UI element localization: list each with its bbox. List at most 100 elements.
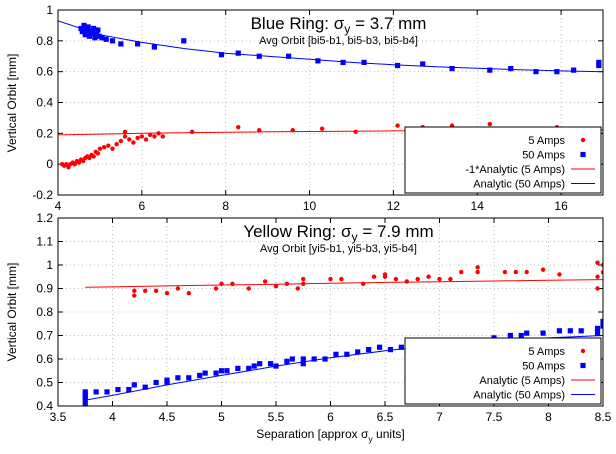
data-point: [355, 349, 361, 355]
x-tick-label: 5: [218, 410, 225, 424]
chart-subtitle: Avg Orbit [yi5-b1, yi5-b3, yi5-b4]: [260, 243, 417, 255]
data-point: [218, 368, 225, 374]
data-point: [301, 281, 306, 286]
data-point: [284, 358, 290, 364]
data-point: [333, 351, 339, 357]
data-point: [235, 50, 241, 56]
data-point: [257, 361, 263, 367]
data-point: [387, 347, 394, 353]
data-point: [213, 370, 219, 376]
data-point: [567, 328, 573, 334]
data-point: [284, 281, 290, 286]
data-point: [311, 356, 317, 362]
data-point: [600, 262, 603, 268]
data-point: [131, 382, 137, 388]
y-axis-label: Vertical Orbit [mm]: [5, 54, 19, 153]
data-point: [246, 365, 252, 371]
data-point: [393, 276, 399, 282]
data-point: [508, 65, 514, 72]
chart-subtitle: Avg Orbit [bi5-b1, bi5-b3, bi5-b4]: [259, 35, 418, 47]
data-point: [96, 33, 102, 39]
data-point: [594, 325, 601, 332]
data-point: [213, 286, 219, 291]
legend-box: [404, 337, 602, 405]
data-point: [507, 332, 513, 339]
data-point: [285, 53, 292, 59]
panel-yellow-ring: 0.4 0.5 0.6 0.7 0.8 0.9 1 1.1 1.2 3.5 4 4.5 5 5.5 6 6.5…: [5, 211, 612, 444]
data-point: [101, 145, 107, 150]
data-point: [202, 370, 208, 376]
data-point: [596, 62, 602, 69]
legend: 5 Amps 50 Amps Analytic (5 Amps) Analytic (…: [404, 337, 602, 405]
data-point: [148, 132, 153, 138]
data-point: [301, 276, 306, 282]
y-tick-label: 1: [46, 258, 53, 272]
data-point: [230, 281, 235, 286]
data-point: [132, 293, 137, 298]
data-point: [79, 28, 85, 35]
data-point: [82, 401, 88, 406]
data-point: [256, 53, 262, 59]
legend-marker-swatch: [580, 151, 586, 158]
data-point: [135, 135, 140, 141]
data-point: [533, 69, 539, 75]
data-point: [142, 384, 148, 390]
x-tick-label: 7.5: [486, 410, 503, 424]
data-point: [371, 274, 377, 279]
data-point: [135, 41, 141, 47]
data-point: [361, 59, 367, 66]
data-point: [398, 344, 404, 350]
x-tick-label: 4: [109, 410, 116, 424]
data-point: [82, 32, 88, 38]
data-point: [322, 356, 328, 362]
y-tick-label: 0.7: [36, 329, 53, 343]
data-point: [103, 36, 109, 42]
data-point: [189, 129, 195, 134]
data-point: [224, 368, 230, 374]
plot-area: [82, 260, 603, 406]
plot-frame: [57, 217, 604, 407]
data-point: [72, 161, 77, 167]
data-point: [600, 318, 603, 324]
data-point: [175, 286, 181, 291]
y-tick-label: 0.4: [36, 399, 53, 413]
data-point: [300, 361, 306, 367]
data-point: [160, 134, 166, 139]
plot-frame: [57, 9, 604, 196]
data-point: [122, 134, 128, 139]
y-tick-label: 0.9: [36, 282, 53, 296]
data-point: [186, 375, 192, 381]
data-point: [600, 323, 603, 329]
data-point: [132, 288, 137, 294]
data-point: [81, 22, 87, 29]
data-point: [487, 67, 493, 73]
data-point: [219, 281, 224, 286]
data-point: [91, 25, 97, 32]
data-point: [475, 265, 480, 270]
data-point: [600, 269, 603, 275]
y-tick-label: 0.8: [36, 305, 53, 319]
legend-label: 50 Amps: [522, 150, 565, 162]
data-point: [595, 286, 600, 291]
data-point: [595, 260, 600, 265]
data-point: [328, 276, 333, 282]
data-point: [459, 269, 464, 275]
data-point: [251, 363, 257, 369]
data-point: [86, 33, 93, 39]
data-point: [156, 131, 161, 136]
data-point: [236, 124, 241, 130]
legend-label: 50 Amps: [522, 361, 565, 373]
data-point: [97, 146, 103, 151]
data-point: [246, 286, 251, 291]
y-tick-label: 0.2: [36, 126, 53, 140]
x-tick-label: 8: [222, 199, 229, 213]
data-point: [596, 59, 602, 66]
data-point: [186, 291, 191, 296]
data-point: [426, 274, 431, 279]
data-point: [437, 276, 442, 282]
data-point: [404, 279, 409, 284]
legend-label: 5 Amps: [528, 135, 565, 147]
data-point: [540, 330, 546, 336]
data-point: [257, 128, 262, 133]
